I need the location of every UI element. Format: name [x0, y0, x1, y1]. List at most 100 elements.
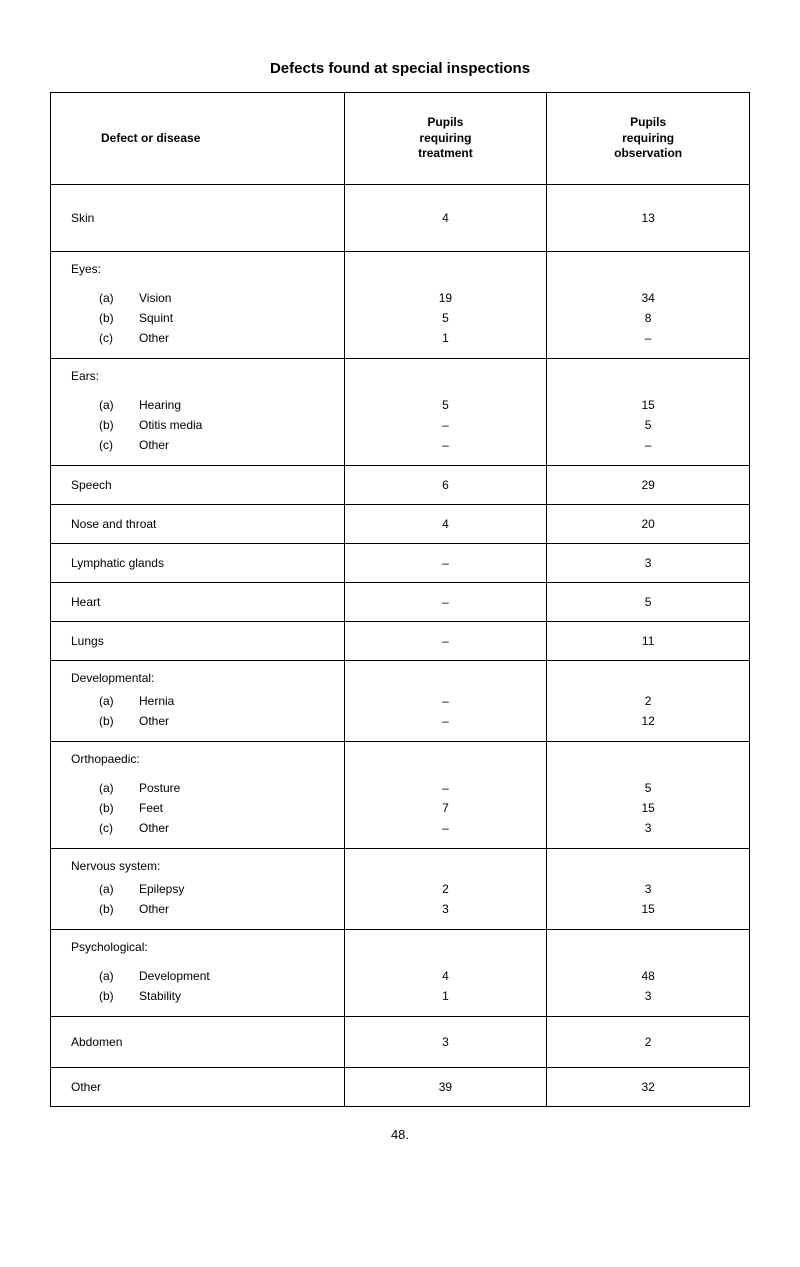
- nose-treatment: 4: [344, 504, 547, 543]
- ears-b-obs: 5: [557, 415, 739, 435]
- other-treatment: 39: [344, 1067, 547, 1106]
- eyes-a-treat: 19: [355, 288, 537, 308]
- eyes-observation-cell: x 34 8 –: [547, 251, 750, 358]
- eyes-b-treat: 5: [355, 308, 537, 328]
- label-skin: Skin: [51, 184, 345, 251]
- nervous-b-obs: 15: [557, 899, 739, 919]
- row-other: Other 39 32: [51, 1067, 750, 1106]
- ears-cell: Ears: (a)Hearing (b)Otitis media (c)Othe…: [51, 358, 345, 465]
- ears-c-treat: –: [355, 435, 537, 455]
- ears-a-treat: 5: [355, 395, 537, 415]
- nervous-a-key: (a): [99, 882, 139, 896]
- row-speech: Speech 6 29: [51, 465, 750, 504]
- dev-b-treat: –: [355, 711, 537, 731]
- col-observation-header: Pupilsrequiringobservation: [547, 93, 750, 185]
- dev-a-obs: 2: [557, 691, 739, 711]
- ortho-a-treat: –: [355, 778, 537, 798]
- row-nervous: Nervous system: (a)Epilepsy (b)Other x 2…: [51, 848, 750, 929]
- ears-observation-cell: x 15 5 –: [547, 358, 750, 465]
- skin-treatment: 4: [344, 184, 547, 251]
- nervous-b-key: (b): [99, 902, 139, 916]
- abdomen-observation: 2: [547, 1016, 750, 1067]
- ortho-b-treat: 7: [355, 798, 537, 818]
- ortho-cell: Orthopaedic: (a)Posture (b)Feet (c)Other: [51, 741, 345, 848]
- dev-b-key: (b): [99, 714, 139, 728]
- label-nose: Nose and throat: [51, 504, 345, 543]
- col-treatment-header: Pupilsrequiringtreatment: [344, 93, 547, 185]
- label-abdomen: Abdomen: [51, 1016, 345, 1067]
- psych-b-treat: 1: [355, 986, 537, 1006]
- ortho-a-name: Posture: [139, 781, 180, 795]
- ears-b-treat: –: [355, 415, 537, 435]
- skin-observation: 13: [547, 184, 750, 251]
- eyes-c-name: Other: [139, 331, 169, 345]
- dev-treatment-cell: x – –: [344, 660, 547, 741]
- psych-b-name: Stability: [139, 989, 181, 1003]
- psych-b-obs: 3: [557, 986, 739, 1006]
- row-psych: Psychological: (a)Development (b)Stabili…: [51, 929, 750, 1016]
- speech-treatment: 6: [344, 465, 547, 504]
- ears-a-obs: 15: [557, 395, 739, 415]
- dev-a-key: (a): [99, 694, 139, 708]
- eyes-cell: Eyes: (a)Vision (b)Squint (c)Other: [51, 251, 345, 358]
- ortho-a-obs: 5: [557, 778, 739, 798]
- ortho-c-treat: –: [355, 818, 537, 838]
- lymph-observation: 3: [547, 543, 750, 582]
- label-lungs: Lungs: [51, 621, 345, 660]
- row-dev: Developmental: (a)Hernia (b)Other x – – …: [51, 660, 750, 741]
- ortho-b-name: Feet: [139, 801, 163, 815]
- lymph-treatment: –: [344, 543, 547, 582]
- ears-a-key: (a): [99, 398, 139, 412]
- eyes-label: Eyes:: [71, 262, 334, 276]
- nervous-b-name: Other: [139, 902, 169, 916]
- psych-treatment-cell: x 4 1: [344, 929, 547, 1016]
- nervous-a-name: Epilepsy: [139, 882, 184, 896]
- ortho-b-key: (b): [99, 801, 139, 815]
- row-heart: Heart – 5: [51, 582, 750, 621]
- ears-treatment-cell: x 5 – –: [344, 358, 547, 465]
- ortho-a-key: (a): [99, 781, 139, 795]
- psych-cell: Psychological: (a)Development (b)Stabili…: [51, 929, 345, 1016]
- label-heart: Heart: [51, 582, 345, 621]
- eyes-c-key: (c): [99, 331, 139, 345]
- ears-c-obs: –: [557, 435, 739, 455]
- label-other: Other: [51, 1067, 345, 1106]
- psych-observation-cell: x 48 3: [547, 929, 750, 1016]
- eyes-a-key: (a): [99, 291, 139, 305]
- psych-a-name: Development: [139, 969, 210, 983]
- ortho-c-name: Other: [139, 821, 169, 835]
- ortho-label: Orthopaedic:: [71, 752, 334, 766]
- eyes-a-obs: 34: [557, 288, 739, 308]
- row-eyes: Eyes: (a)Vision (b)Squint (c)Other x 19 …: [51, 251, 750, 358]
- eyes-c-obs: –: [557, 328, 739, 348]
- lungs-treatment: –: [344, 621, 547, 660]
- heart-observation: 5: [547, 582, 750, 621]
- row-lymph: Lymphatic glands – 3: [51, 543, 750, 582]
- nervous-label: Nervous system:: [71, 859, 334, 873]
- speech-observation: 29: [547, 465, 750, 504]
- ortho-b-obs: 15: [557, 798, 739, 818]
- psych-a-key: (a): [99, 969, 139, 983]
- row-nose: Nose and throat 4 20: [51, 504, 750, 543]
- eyes-b-obs: 8: [557, 308, 739, 328]
- dev-a-name: Hernia: [139, 694, 174, 708]
- nervous-b-treat: 3: [355, 899, 537, 919]
- eyes-b-name: Squint: [139, 311, 173, 325]
- ears-a-name: Hearing: [139, 398, 181, 412]
- ears-c-name: Other: [139, 438, 169, 452]
- row-ortho: Orthopaedic: (a)Posture (b)Feet (c)Other…: [51, 741, 750, 848]
- nervous-a-obs: 3: [557, 879, 739, 899]
- dev-label: Developmental:: [71, 671, 334, 685]
- other-observation: 32: [547, 1067, 750, 1106]
- page-title: Defects found at special inspections: [50, 60, 750, 77]
- heart-treatment: –: [344, 582, 547, 621]
- nervous-cell: Nervous system: (a)Epilepsy (b)Other: [51, 848, 345, 929]
- eyes-c-treat: 1: [355, 328, 537, 348]
- defects-table: Defect or disease Pupilsrequiringtreatme…: [50, 92, 750, 1107]
- ears-label: Ears:: [71, 369, 334, 383]
- col-defect-header: Defect or disease: [51, 93, 345, 185]
- eyes-treatment-cell: x 19 5 1: [344, 251, 547, 358]
- psych-a-treat: 4: [355, 966, 537, 986]
- eyes-b-key: (b): [99, 311, 139, 325]
- row-lungs: Lungs – 11: [51, 621, 750, 660]
